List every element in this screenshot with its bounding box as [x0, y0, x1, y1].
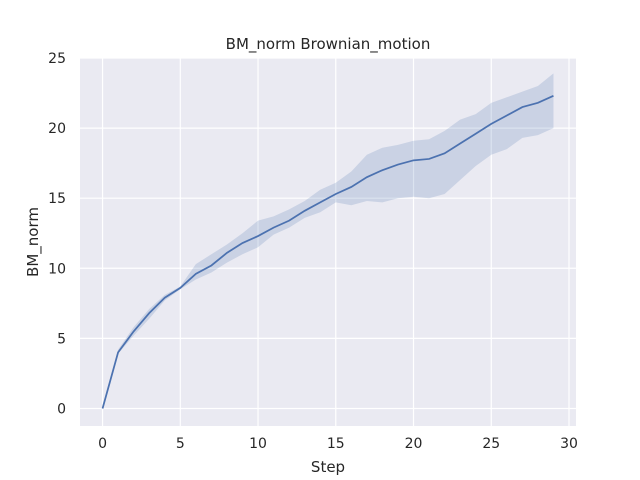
- series-line: [101, 95, 554, 409]
- plot-background: [80, 58, 576, 426]
- y-tick-label: 5: [57, 331, 66, 347]
- x-tick-label: 25: [482, 436, 500, 452]
- x-tick-label: 0: [98, 436, 107, 452]
- chart-title: BM_norm Brownian_motion: [226, 35, 431, 54]
- y-tick-label: 20: [48, 121, 66, 137]
- y-tick-label: 10: [48, 261, 66, 277]
- y-tick-labels: 0 5 10 15 20 25: [48, 51, 66, 417]
- y-axis-label: BM_norm: [24, 207, 43, 277]
- x-axis-label: Step: [311, 458, 345, 476]
- confidence-band: [102, 73, 554, 409]
- y-tick-label: 15: [48, 191, 66, 207]
- y-tick-label: 0: [57, 401, 66, 417]
- x-tick-label: 5: [176, 436, 185, 452]
- x-tick-label: 20: [405, 436, 423, 452]
- x-tick-label: 10: [249, 436, 267, 452]
- x-tick-label: 30: [560, 436, 578, 452]
- x-tick-labels: 0 5 10 15 20 25 30: [98, 436, 578, 452]
- y-tick-label: 25: [48, 51, 66, 67]
- x-tick-label: 15: [327, 436, 345, 452]
